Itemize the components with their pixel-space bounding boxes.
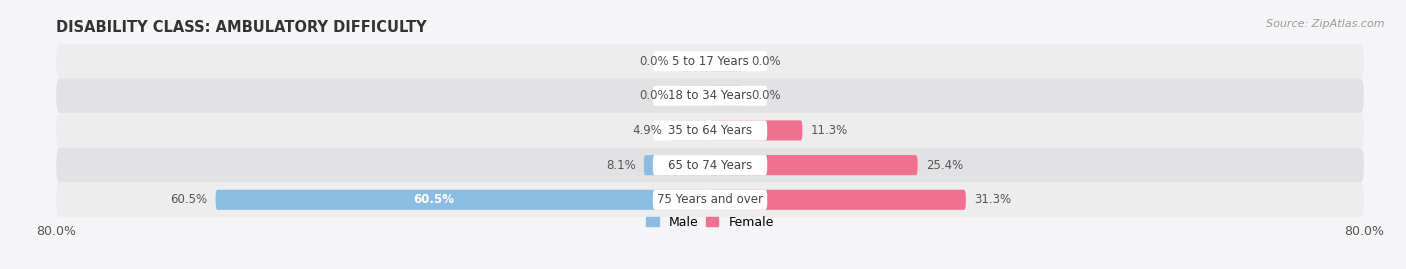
- FancyBboxPatch shape: [652, 121, 768, 140]
- FancyBboxPatch shape: [671, 121, 710, 140]
- Text: 18 to 34 Years: 18 to 34 Years: [668, 89, 752, 102]
- FancyBboxPatch shape: [56, 44, 1364, 79]
- FancyBboxPatch shape: [710, 51, 742, 71]
- FancyBboxPatch shape: [56, 148, 1364, 182]
- Text: 25.4%: 25.4%: [925, 159, 963, 172]
- FancyBboxPatch shape: [56, 79, 1364, 113]
- FancyBboxPatch shape: [56, 182, 1364, 217]
- Text: Source: ZipAtlas.com: Source: ZipAtlas.com: [1267, 19, 1385, 29]
- Legend: Male, Female: Male, Female: [647, 216, 773, 229]
- Text: 4.9%: 4.9%: [631, 124, 662, 137]
- FancyBboxPatch shape: [710, 190, 966, 210]
- Text: 65 to 74 Years: 65 to 74 Years: [668, 159, 752, 172]
- FancyBboxPatch shape: [652, 155, 768, 175]
- Text: 31.3%: 31.3%: [974, 193, 1011, 206]
- FancyBboxPatch shape: [678, 86, 710, 106]
- FancyBboxPatch shape: [652, 190, 768, 210]
- Text: 5 to 17 Years: 5 to 17 Years: [672, 55, 748, 68]
- Text: 35 to 64 Years: 35 to 64 Years: [668, 124, 752, 137]
- Text: DISABILITY CLASS: AMBULATORY DIFFICULTY: DISABILITY CLASS: AMBULATORY DIFFICULTY: [56, 20, 427, 35]
- Text: 75 Years and over: 75 Years and over: [657, 193, 763, 206]
- Text: 0.0%: 0.0%: [751, 89, 780, 102]
- Text: 60.5%: 60.5%: [170, 193, 208, 206]
- Text: 11.3%: 11.3%: [810, 124, 848, 137]
- FancyBboxPatch shape: [652, 51, 768, 71]
- FancyBboxPatch shape: [56, 113, 1364, 148]
- FancyBboxPatch shape: [644, 155, 710, 175]
- FancyBboxPatch shape: [678, 51, 710, 71]
- Text: 0.0%: 0.0%: [751, 55, 780, 68]
- Text: 8.1%: 8.1%: [606, 159, 636, 172]
- FancyBboxPatch shape: [710, 121, 803, 140]
- Text: 0.0%: 0.0%: [640, 89, 669, 102]
- Text: 60.5%: 60.5%: [413, 193, 454, 206]
- FancyBboxPatch shape: [710, 155, 918, 175]
- Text: 0.0%: 0.0%: [640, 55, 669, 68]
- FancyBboxPatch shape: [652, 86, 768, 106]
- FancyBboxPatch shape: [710, 86, 742, 106]
- FancyBboxPatch shape: [215, 190, 710, 210]
